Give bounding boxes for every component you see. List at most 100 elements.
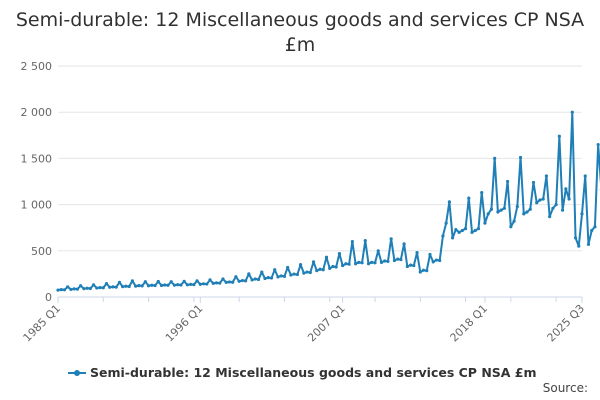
data-point[interactable] xyxy=(179,283,183,287)
data-point[interactable] xyxy=(470,230,474,234)
data-point[interactable] xyxy=(522,212,526,216)
data-point[interactable] xyxy=(560,208,565,212)
data-point[interactable] xyxy=(172,283,177,287)
data-point[interactable] xyxy=(305,270,309,274)
data-point[interactable] xyxy=(308,270,312,275)
data-point[interactable] xyxy=(518,155,523,160)
data-point[interactable] xyxy=(66,285,70,289)
data-point[interactable] xyxy=(276,275,280,279)
data-point[interactable] xyxy=(583,174,587,178)
data-point[interactable] xyxy=(396,257,400,261)
data-point[interactable] xyxy=(544,174,549,178)
data-point[interactable] xyxy=(405,264,409,269)
data-point[interactable] xyxy=(176,283,180,287)
data-point[interactable] xyxy=(451,236,455,240)
data-point[interactable] xyxy=(62,288,67,292)
data-point[interactable] xyxy=(441,234,445,238)
data-point[interactable] xyxy=(244,279,248,283)
data-point[interactable] xyxy=(292,272,296,276)
data-point[interactable] xyxy=(156,279,160,284)
data-point[interactable] xyxy=(548,215,552,219)
data-point[interactable] xyxy=(476,227,481,231)
data-point[interactable] xyxy=(463,227,468,231)
data-point[interactable] xyxy=(557,134,561,138)
data-point[interactable] xyxy=(341,263,345,268)
data-point[interactable] xyxy=(460,228,464,233)
data-point[interactable] xyxy=(421,268,426,272)
data-point[interactable] xyxy=(140,284,144,288)
data-point[interactable] xyxy=(234,275,238,279)
data-point[interactable] xyxy=(85,286,89,290)
data-point[interactable] xyxy=(496,210,500,214)
data-point[interactable] xyxy=(350,239,354,244)
data-point[interactable] xyxy=(489,207,494,211)
data-point[interactable] xyxy=(509,225,513,229)
data-point[interactable] xyxy=(311,260,316,264)
data-point[interactable] xyxy=(457,230,461,234)
data-point[interactable] xyxy=(315,269,319,273)
data-point[interactable] xyxy=(205,282,209,286)
data-point[interactable] xyxy=(389,237,393,241)
data-point[interactable] xyxy=(88,286,92,291)
data-point[interactable] xyxy=(104,282,109,286)
data-point[interactable] xyxy=(506,179,510,184)
data-point[interactable] xyxy=(515,204,519,209)
data-point[interactable] xyxy=(253,277,257,281)
data-point[interactable] xyxy=(211,281,215,285)
data-point[interactable] xyxy=(298,263,303,267)
data-point[interactable] xyxy=(580,212,584,216)
data-point[interactable] xyxy=(447,200,451,204)
data-point[interactable] xyxy=(221,277,225,281)
data-point[interactable] xyxy=(415,251,419,255)
data-point[interactable] xyxy=(163,283,167,287)
data-point[interactable] xyxy=(282,274,287,278)
data-point[interactable] xyxy=(528,207,532,211)
data-point[interactable] xyxy=(567,197,571,201)
data-point[interactable] xyxy=(535,201,539,205)
data-point[interactable] xyxy=(289,273,293,277)
data-point[interactable] xyxy=(444,221,448,225)
data-point[interactable] xyxy=(573,236,578,240)
data-point[interactable] xyxy=(79,284,83,288)
data-point[interactable] xyxy=(91,283,96,287)
data-point[interactable] xyxy=(593,225,597,229)
data-point[interactable] xyxy=(590,228,594,233)
data-point[interactable] xyxy=(82,287,86,291)
data-point[interactable] xyxy=(363,239,367,243)
data-point[interactable] xyxy=(224,280,228,284)
data-point[interactable] xyxy=(434,258,439,262)
data-point[interactable] xyxy=(134,284,138,288)
data-point[interactable] xyxy=(127,284,131,289)
data-point[interactable] xyxy=(130,279,134,283)
data-point[interactable] xyxy=(114,285,118,289)
data-point[interactable] xyxy=(454,227,458,232)
data-point[interactable] xyxy=(240,278,244,283)
data-point[interactable] xyxy=(570,110,574,114)
data-point[interactable] xyxy=(69,287,73,292)
data-point[interactable] xyxy=(392,258,396,263)
data-point[interactable] xyxy=(95,286,99,290)
data-point[interactable] xyxy=(208,278,212,282)
data-point[interactable] xyxy=(201,282,206,286)
data-point[interactable] xyxy=(564,187,568,191)
data-point[interactable] xyxy=(169,280,173,284)
data-point[interactable] xyxy=(586,242,591,246)
data-point[interactable] xyxy=(467,196,471,200)
data-point[interactable] xyxy=(428,252,432,257)
data-point[interactable] xyxy=(596,142,600,147)
data-point[interactable] xyxy=(59,288,63,292)
data-point[interactable] xyxy=(143,280,147,284)
data-point[interactable] xyxy=(166,283,170,287)
data-point[interactable] xyxy=(256,277,261,282)
data-point[interactable] xyxy=(269,276,274,280)
data-point[interactable] xyxy=(366,262,371,266)
data-point[interactable] xyxy=(357,260,361,264)
data-point[interactable] xyxy=(150,283,154,287)
data-point[interactable] xyxy=(554,203,558,207)
data-point[interactable] xyxy=(263,276,267,281)
data-point[interactable] xyxy=(353,262,358,266)
data-point[interactable] xyxy=(512,219,516,223)
data-point[interactable] xyxy=(137,284,141,288)
data-point[interactable] xyxy=(525,210,529,214)
data-point[interactable] xyxy=(266,276,270,280)
